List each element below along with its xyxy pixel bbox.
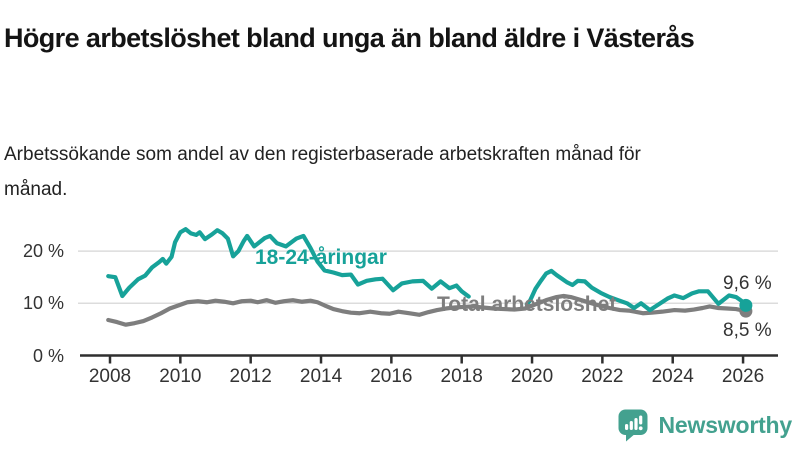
x-tick-2024: 2024 <box>651 366 694 387</box>
x-tick-2020: 2020 <box>510 366 554 387</box>
series-label-young: 18-24-åringar <box>255 246 387 269</box>
x-tick-2010: 2010 <box>159 366 202 387</box>
newsworthy-logo-icon <box>618 409 648 442</box>
x-tick-2008: 2008 <box>88 366 132 387</box>
y-tick-20: 20 % <box>22 241 64 262</box>
newsworthy-logo-text: Newsworthy <box>658 411 793 438</box>
x-tick-2018: 2018 <box>440 366 483 387</box>
x-tick-2026: 2026 <box>721 366 765 387</box>
end-value-label-young: 9,6 % <box>723 273 772 294</box>
page-subtitle: Arbetssökande som andel av den registerb… <box>4 144 641 200</box>
page-title: Högre arbetslöshet bland unga än bland ä… <box>4 23 695 54</box>
y-tick-0: 0 % <box>32 345 64 366</box>
newsworthy-brand: Newsworthy <box>617 408 792 442</box>
x-tick-2016: 2016 <box>370 366 413 387</box>
x-tick-2022: 2022 <box>581 366 624 387</box>
series-label-total: Total arbetslöshet <box>437 293 617 316</box>
end-value-label-total: 8,5 % <box>723 320 772 341</box>
y-tick-10: 10 % <box>22 293 64 314</box>
x-tick-2014: 2014 <box>299 366 343 387</box>
x-tick-2012: 2012 <box>229 366 272 387</box>
